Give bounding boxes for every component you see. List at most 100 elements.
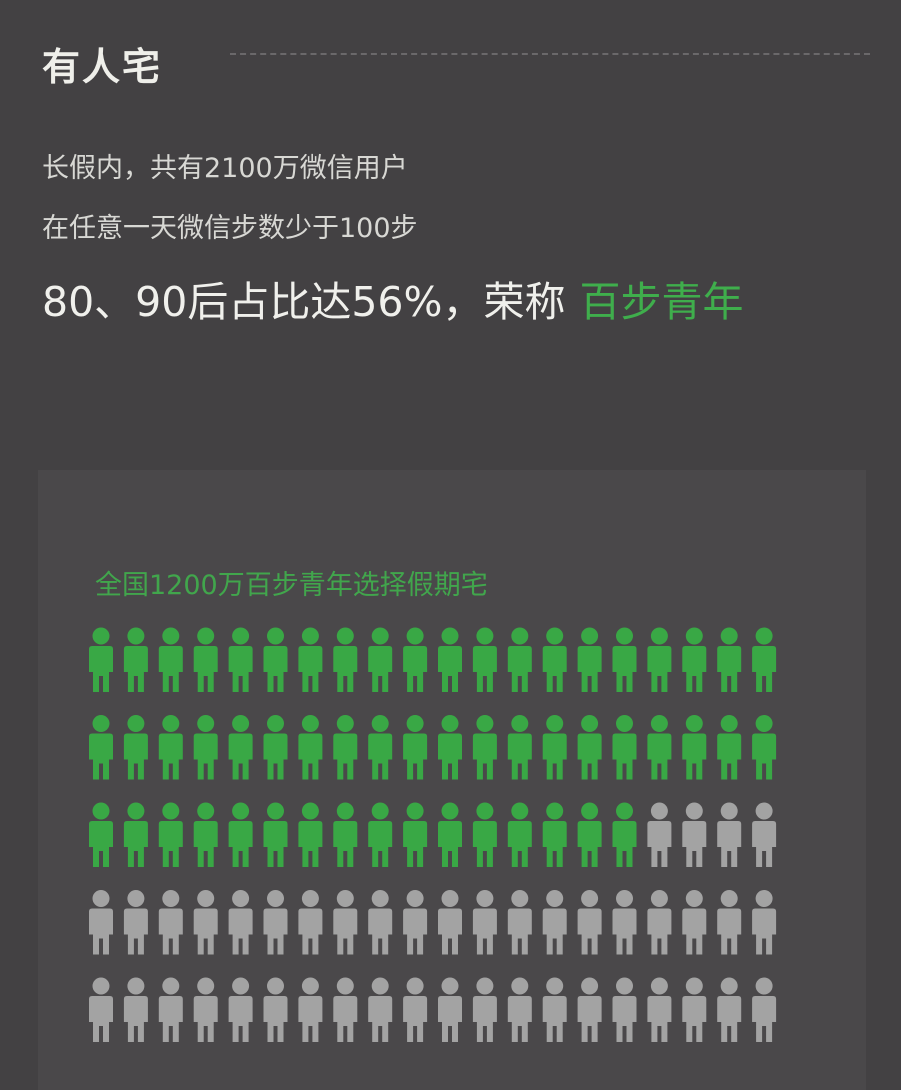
person-icon — [472, 890, 497, 955]
person-icon-highlighted — [333, 802, 358, 867]
person-icon-highlighted — [507, 715, 532, 780]
person-icon-highlighted — [193, 802, 218, 867]
person-icon — [158, 890, 183, 955]
person-icon-highlighted — [403, 802, 428, 867]
person-icon-highlighted — [89, 715, 113, 780]
person-icon — [717, 977, 742, 1042]
person-icon-highlighted — [682, 627, 707, 692]
person-icon — [752, 977, 777, 1042]
person-icon — [612, 890, 637, 955]
person-icon-highlighted — [368, 627, 393, 692]
person-icon-highlighted — [577, 715, 602, 780]
person-icon-highlighted — [472, 715, 497, 780]
person-icon — [123, 977, 148, 1042]
person-icon — [438, 890, 462, 955]
person-icon-highlighted — [438, 802, 462, 867]
person-icon-highlighted — [647, 627, 672, 692]
person-icon — [89, 977, 113, 1042]
person-icon — [647, 802, 672, 867]
person-icon-highlighted — [507, 802, 532, 867]
person-icon-highlighted — [123, 627, 148, 692]
person-icon-highlighted — [682, 715, 707, 780]
headline-text: 80、90后占比达56%，荣称 — [42, 278, 566, 326]
person-icon-highlighted — [752, 715, 777, 780]
person-icon-highlighted — [542, 802, 567, 867]
chart-title: 全国1200万百步青年选择假期宅 — [95, 570, 488, 601]
body-line-1: 长假内，共有2100万微信用户 — [42, 153, 408, 184]
person-icon-highlighted — [577, 802, 602, 867]
person-icon — [682, 802, 707, 867]
person-icon-highlighted — [298, 715, 323, 780]
person-icon — [89, 890, 113, 955]
person-icon-highlighted — [158, 627, 183, 692]
person-icon-highlighted — [438, 715, 462, 780]
person-icon-highlighted — [752, 627, 777, 692]
person-icon-highlighted — [717, 627, 742, 692]
person-icon — [298, 977, 323, 1042]
person-icon-highlighted — [368, 802, 393, 867]
person-icon-highlighted — [298, 627, 323, 692]
person-icon — [472, 977, 497, 1042]
person-icon — [507, 977, 532, 1042]
person-icon-highlighted — [123, 802, 148, 867]
person-icon — [158, 977, 183, 1042]
dashed-divider — [230, 53, 870, 55]
body-line-2: 在任意一天微信步数少于100步 — [42, 213, 418, 244]
person-icon-highlighted — [263, 715, 288, 780]
person-icon — [403, 890, 428, 955]
person-icon — [228, 890, 253, 955]
person-icon-highlighted — [193, 627, 218, 692]
person-icon — [507, 890, 532, 955]
person-icon-highlighted — [368, 715, 393, 780]
person-icon-highlighted — [577, 627, 602, 692]
section-title: 有人宅 — [42, 45, 163, 89]
person-icon-highlighted — [472, 802, 497, 867]
person-icon-highlighted — [333, 627, 358, 692]
person-icon-highlighted — [612, 627, 637, 692]
person-icon — [752, 890, 777, 955]
person-icon-highlighted — [193, 715, 218, 780]
person-icon-highlighted — [263, 627, 288, 692]
person-icon-highlighted — [123, 715, 148, 780]
person-icon-highlighted — [158, 802, 183, 867]
person-icon-highlighted — [89, 627, 113, 692]
person-icon-highlighted — [403, 715, 428, 780]
person-icon-highlighted — [647, 715, 672, 780]
person-icon-highlighted — [438, 627, 462, 692]
person-icon — [542, 977, 567, 1042]
person-icon — [717, 890, 742, 955]
person-icon — [298, 890, 323, 955]
person-icon — [263, 977, 288, 1042]
headline: 80、90后占比达56%，荣称 百步青年 — [42, 268, 743, 328]
person-icon — [647, 977, 672, 1042]
person-icon-highlighted — [228, 802, 253, 867]
person-icon — [368, 890, 393, 955]
person-icon-highlighted — [228, 715, 253, 780]
person-icon-highlighted — [333, 715, 358, 780]
headline-accent: 百步青年 — [579, 278, 744, 326]
person-icon — [682, 890, 707, 955]
person-icon — [577, 977, 602, 1042]
person-icon-highlighted — [228, 627, 253, 692]
person-icon — [333, 977, 358, 1042]
person-icon — [438, 977, 462, 1042]
person-icon-highlighted — [612, 802, 637, 867]
person-icon-highlighted — [403, 627, 428, 692]
person-icon-highlighted — [298, 802, 323, 867]
person-icon — [542, 890, 567, 955]
person-icon — [647, 890, 672, 955]
person-icon — [123, 890, 148, 955]
person-icon-highlighted — [89, 802, 113, 867]
person-icon-highlighted — [472, 627, 497, 692]
person-icon — [333, 890, 358, 955]
person-icon — [682, 977, 707, 1042]
person-icon — [193, 890, 218, 955]
person-icon — [368, 977, 393, 1042]
person-icon-highlighted — [542, 627, 567, 692]
person-icon — [228, 977, 253, 1042]
person-icon-highlighted — [717, 715, 742, 780]
person-icon-highlighted — [542, 715, 567, 780]
person-icon — [612, 977, 637, 1042]
person-icon — [752, 802, 777, 867]
